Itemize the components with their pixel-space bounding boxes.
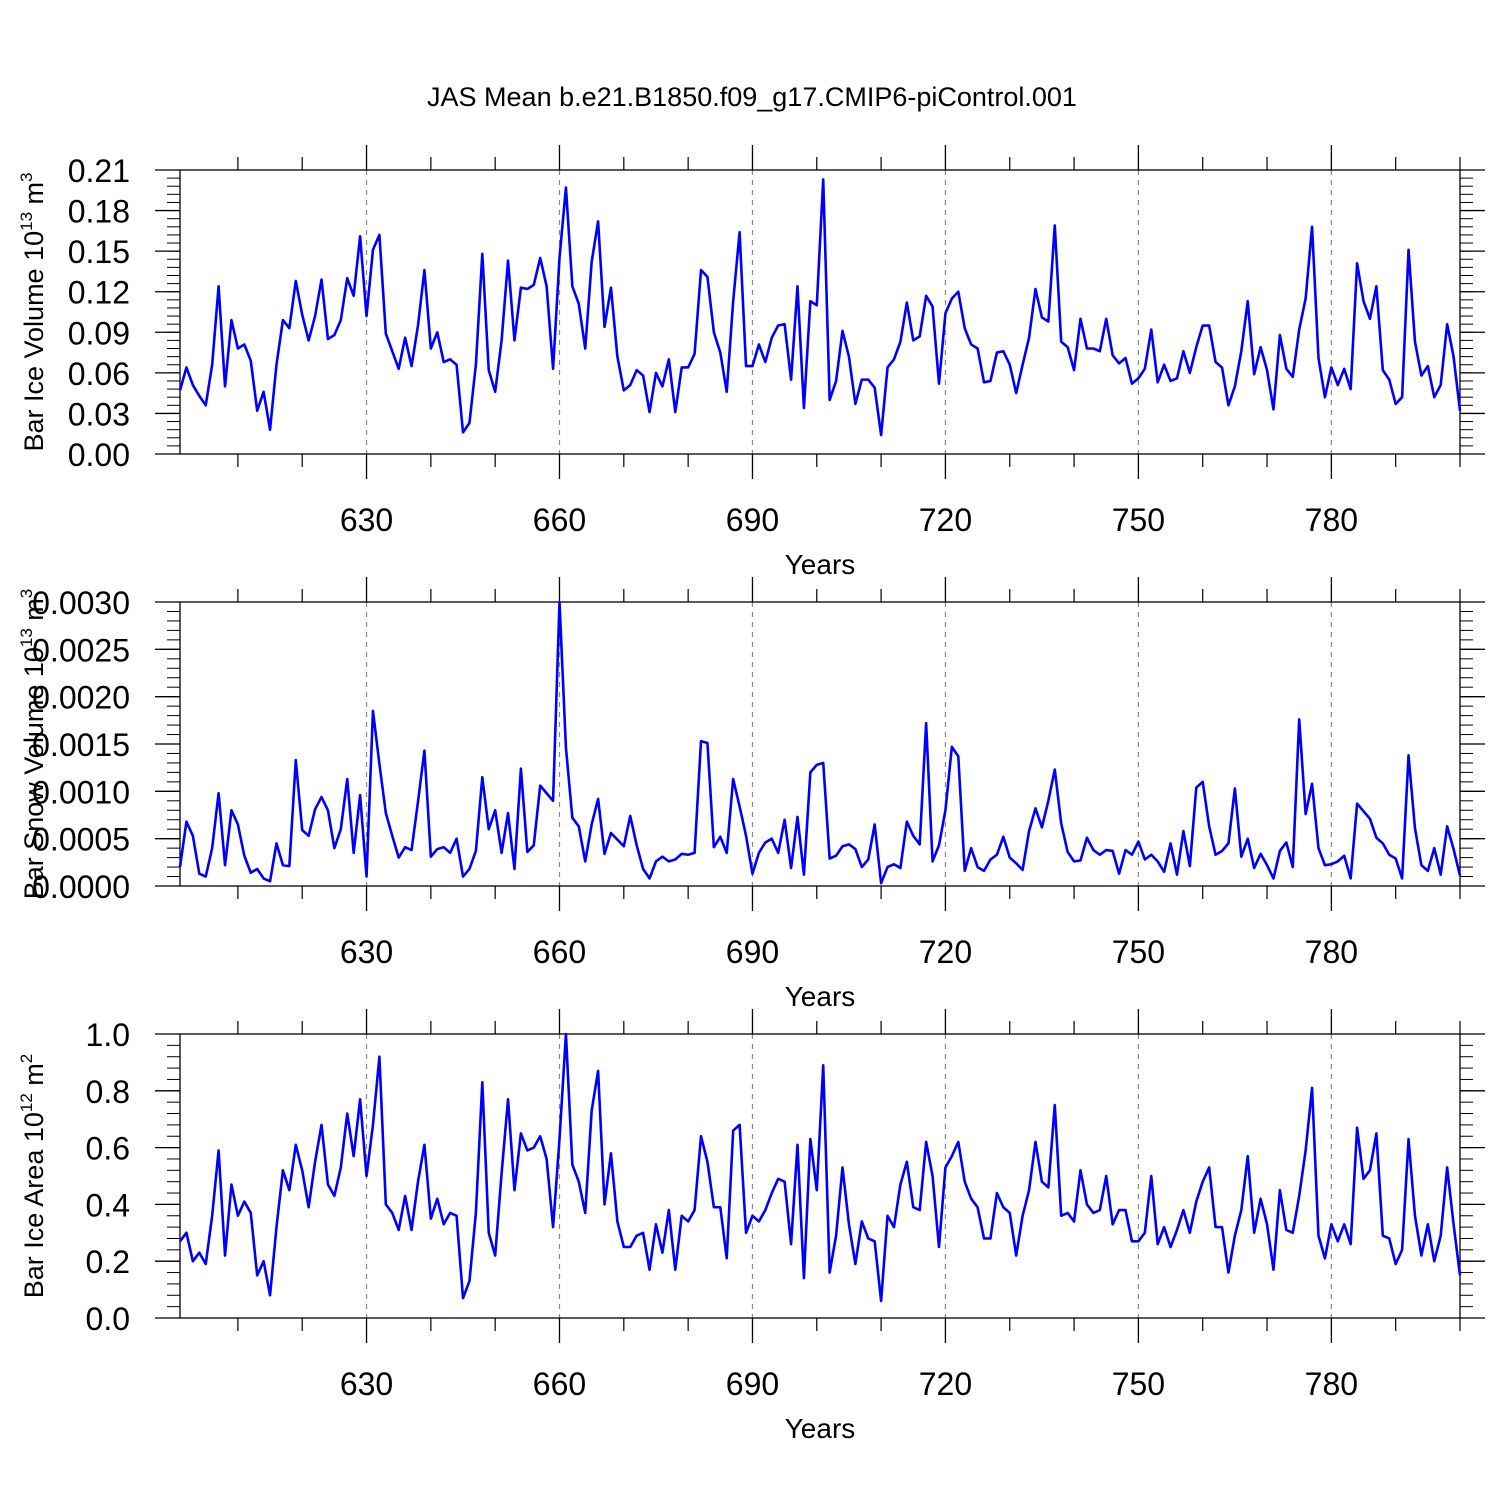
y-tick-label: 0.8 — [86, 1074, 130, 1110]
x-tick-label: 630 — [340, 502, 393, 538]
x-tick-label: 630 — [340, 1366, 393, 1402]
y-axis-label-part: m — [19, 1063, 49, 1093]
y-tick-label: 0.2 — [86, 1244, 130, 1280]
y-axis-label-part: Bar Ice Volume 10 — [19, 231, 49, 452]
x-tick-label: 750 — [1112, 1366, 1165, 1402]
y-axis-label-superscript: 13 — [17, 212, 36, 231]
y-tick-label: 0.0015 — [32, 727, 130, 763]
y-tick-label: 0.12 — [68, 275, 130, 311]
x-tick-label: 690 — [726, 934, 779, 970]
x-tick-label: 660 — [533, 502, 586, 538]
y-axis-label: Bar Snow Volume 1013 m3 — [17, 589, 49, 900]
x-axis-label: Years — [785, 981, 856, 1012]
plot-border — [179, 1033, 1461, 1319]
y-tick-label: 0.18 — [68, 194, 130, 230]
x-axis-label: Years — [785, 1413, 856, 1444]
y-tick-label: 0.09 — [68, 315, 130, 351]
y-axis-label-superscript: 2 — [17, 1054, 36, 1063]
x-tick-label: 690 — [726, 502, 779, 538]
x-tick-label: 750 — [1112, 502, 1165, 538]
panel-2: 630 660 690 720 750 780 0.0000 0.0005 0.0010 0.00… — [17, 577, 1485, 1012]
y-tick-label: 0.4 — [86, 1187, 130, 1223]
y-axis-label-part: Bar Snow Volume 10 — [19, 647, 49, 899]
y-axis-label-part: m — [19, 598, 49, 628]
plot-border — [179, 169, 1461, 455]
y-axis-label-part: m — [19, 182, 49, 212]
panel-1: 630 660 690 720 750 780 0.00 0.03 0.06 0.09 0.12 0.… — [17, 145, 1485, 580]
y-tick-label: 0.6 — [86, 1131, 130, 1167]
y-tick-label: 1.0 — [86, 1017, 130, 1053]
series-line — [178, 600, 1462, 885]
y-axis-label: Bar Ice Area 1012 m2 — [17, 1054, 49, 1299]
y-axis-label-superscript: 12 — [17, 1093, 36, 1112]
y-tick-label: 0.0 — [86, 1301, 130, 1337]
x-tick-label: 780 — [1305, 934, 1358, 970]
y-axis-label: Bar Ice Volume 1013 m3 — [17, 172, 49, 451]
x-tick-label: 720 — [919, 502, 972, 538]
x-tick-label: 780 — [1305, 1366, 1358, 1402]
x-tick-label: 630 — [340, 934, 393, 970]
y-tick-label: 0.0025 — [32, 632, 130, 668]
x-tick-label: 690 — [726, 1366, 779, 1402]
y-axis-label-superscript: 3 — [17, 172, 36, 181]
x-axis-label: Years — [785, 549, 856, 580]
y-tick-label: 0.03 — [68, 396, 130, 432]
y-axis-label-part: Bar Ice Area 10 — [19, 1112, 49, 1298]
y-tick-label: 0.0030 — [32, 585, 130, 621]
x-tick-label: 720 — [919, 934, 972, 970]
y-tick-label: 0.0020 — [32, 680, 130, 716]
y-tick-label: 0.0000 — [32, 869, 130, 905]
series-line — [178, 178, 1462, 437]
y-tick-label: 0.0010 — [32, 774, 130, 810]
x-tick-label: 720 — [919, 1366, 972, 1402]
y-axis-label-superscript: 3 — [17, 589, 36, 598]
series-line — [178, 1032, 1462, 1303]
y-tick-label: 0.00 — [68, 437, 130, 473]
x-tick-label: 750 — [1112, 934, 1165, 970]
x-tick-label: 660 — [533, 934, 586, 970]
y-tick-label: 0.21 — [68, 153, 130, 189]
y-tick-label: 0.0005 — [32, 822, 130, 858]
panel-3: 630 660 690 720 750 780 0.0 0.2 0.4 0.6 0.8 1.0 Year… — [17, 1009, 1485, 1444]
x-tick-label: 780 — [1305, 502, 1358, 538]
y-tick-label: 0.06 — [68, 356, 130, 392]
chart-title: JAS Mean b.e21.B1850.f09_g17.CMIP6-piCon… — [427, 82, 1077, 112]
x-tick-label: 660 — [533, 1366, 586, 1402]
y-tick-label: 0.15 — [68, 234, 130, 270]
y-axis-label-superscript: 13 — [17, 628, 36, 647]
